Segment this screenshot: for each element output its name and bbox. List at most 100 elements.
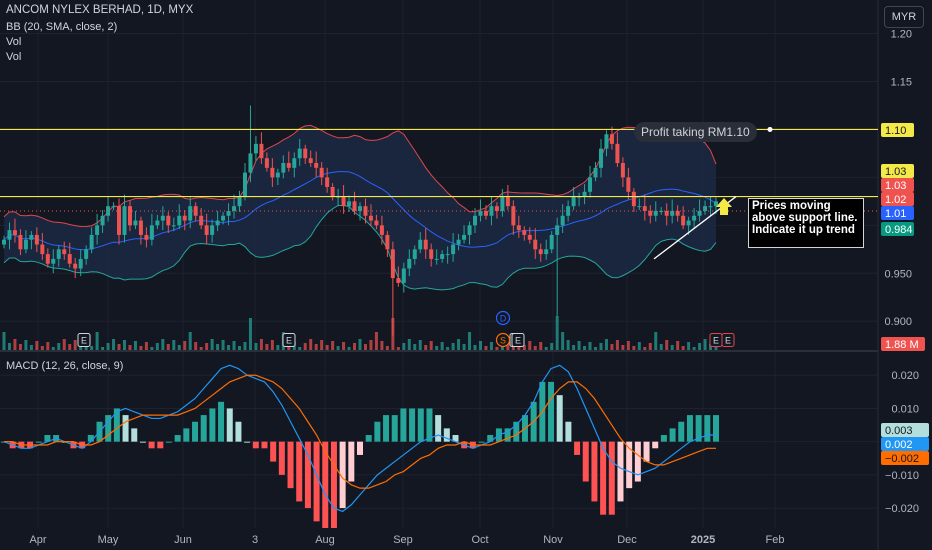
volume-bar [336,346,340,350]
volume-bar [62,339,66,350]
candle-body [648,210,653,216]
candle-body [89,234,94,250]
event-marker-label: E [713,336,719,346]
volume-bar [484,346,488,350]
macd-histogram-bar [365,435,372,442]
event-marker-label: S [500,336,506,346]
candle-body [352,201,357,211]
time-tick-label: Apr [29,534,46,546]
event-markers[interactable]: EEEDSEEE [77,310,735,348]
volume-bar [687,342,691,350]
candle-body [18,234,23,250]
volume-bar [194,342,198,350]
candle-body [549,234,554,250]
macd-histogram-bar [304,441,311,509]
candle-body [593,167,598,178]
volume-bar [539,342,543,350]
time-tick-label: 3 [252,534,258,546]
volume-bar [489,342,493,350]
macd-histogram-bar [643,441,650,462]
candle-body [193,206,198,216]
candle-body [84,249,89,259]
price-badge [881,222,914,236]
volume-bar [309,339,313,350]
support-note-box[interactable]: Prices moving above support line. Indica… [748,198,864,248]
macd-histogram-bar [218,401,225,442]
candle-body [297,148,302,159]
volume-bar [621,345,625,350]
volume-bar [35,341,39,350]
candle-body [144,234,149,240]
volume-bar [40,346,44,350]
volume-bar [259,339,263,350]
volume-indicator-label-2[interactable]: Vol [6,51,22,63]
volume-bar [457,339,461,350]
volume-bar [24,340,28,350]
candle-body [686,220,691,226]
volume-bar [122,340,126,350]
volume-bar [665,340,669,350]
trendline[interactable] [653,196,737,260]
candle-body [555,225,560,235]
macd-histogram-bar [330,441,337,528]
volume-bar [670,345,674,350]
macd-histogram-bar [565,421,572,442]
up-arrow-icon [716,198,732,215]
volume-bar [144,342,148,350]
macd-tick-label: 0.010 [891,403,919,415]
volume-indicator-label[interactable]: Vol [6,36,22,48]
volume-bar [369,340,373,350]
candle-body [2,239,6,245]
candle-body [347,201,352,207]
volume-bar [358,339,362,350]
volume-bar [172,340,176,350]
time-tick-label: Dec [617,534,637,546]
macd-histogram-bar [148,441,155,449]
macd-histogram-bar [617,441,624,502]
macd-tick-label: −0.010 [885,470,919,482]
volume-bar [610,344,614,350]
bb-indicator-label[interactable]: BB (20, SMA, close, 2) [6,21,118,33]
candle-body [51,258,56,264]
candle-body [319,167,324,178]
macd-histogram-bar [252,441,259,449]
price-badge [881,178,914,192]
volume-bar [276,345,280,350]
volume-bar [550,343,554,350]
volume-bar [495,347,499,350]
currency-button[interactable]: MYR [884,6,924,28]
macd-histogram-bar [165,441,172,443]
macd-badge-text: 0.002 [885,439,913,451]
volume-bar [648,343,652,350]
candle-body [407,258,412,269]
volume-bar [363,344,367,350]
macd-histogram-bar [113,408,120,442]
candle-body [538,249,543,255]
volume-bar [139,346,143,350]
volume-bar [396,347,400,350]
candle-body [631,191,636,207]
volume-bar [68,344,72,350]
time-tick-label: May [98,534,119,546]
macd-histogram-bar [235,421,242,442]
candle-body [100,215,105,226]
candle-body [692,215,697,221]
candle-body [500,196,505,211]
macd-histogram-bar [409,408,416,442]
profit-taking-label[interactable]: Profit taking RM1.10 [634,122,757,142]
candle-body [253,143,258,154]
macd-histogram-bar [357,441,363,455]
candle-body [615,143,620,164]
candle-body [117,206,122,235]
macd-histogram-bar [391,415,398,442]
macd-indicator-label[interactable]: MACD (12, 26, close, 9) [6,360,124,372]
macd-histogram-bar [574,441,581,455]
event-marker-earnings: E [709,333,723,347]
candle-body [368,215,373,221]
candle-body [281,163,286,173]
candle-body [45,254,50,264]
volume-bar [451,343,455,350]
volume-bar [522,345,526,350]
macd-histogram-bar [695,415,702,442]
